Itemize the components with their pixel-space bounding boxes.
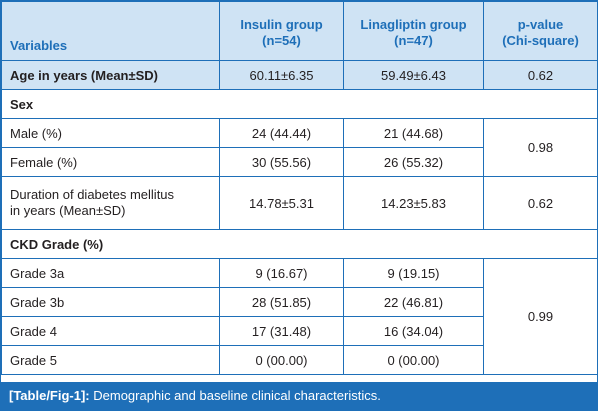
row-label-grade3b: Grade 3b [1,287,220,317]
table-row-grade3b: Grade 3b 28 (51.85) 22 (46.81) [1,287,598,317]
header-variables: Variables [1,1,220,61]
characteristics-table: Variables Insulin group (n=54) Linaglipt… [1,1,598,375]
cell-duration-insulin: 14.78±5.31 [219,176,344,230]
row-label-age: Age in years (Mean±SD) [1,60,220,90]
table-row-female: Female (%) 30 (55.56) 26 (55.32) [1,147,598,177]
cell-female-linagliptin: 26 (55.32) [343,147,484,177]
row-label-female: Female (%) [1,147,220,177]
header-insulin-n: (n=54) [262,33,301,48]
header-p-value: p-value (Chi-square) [483,1,598,61]
table-row-sex-header: Sex [1,89,598,119]
cell-grade4-insulin: 17 (31.48) [219,316,344,346]
cell-duration-p: 0.62 [483,176,598,230]
caption-ref: [Table/Fig-1]: [9,388,90,403]
table-row-grade5: Grade 5 0 (00.00) 0 (00.00) [1,345,598,375]
header-p-test: (Chi-square) [502,33,579,48]
cell-grade3a-linagliptin: 9 (19.15) [343,258,484,288]
cell-grade3b-insulin: 28 (51.85) [219,287,344,317]
cell-grade3b-linagliptin: 22 (46.81) [343,287,484,317]
cell-male-insulin: 24 (44.44) [219,118,344,148]
cell-age-insulin: 60.11±6.35 [219,60,344,90]
section-sex: Sex [1,89,598,119]
row-label-male: Male (%) [1,118,220,148]
row-label-grade5: Grade 5 [1,345,220,375]
header-insulin-title: Insulin group [240,17,323,32]
cell-age-linagliptin: 59.49±6.43 [343,60,484,90]
header-linagliptin-title: Linagliptin group [360,17,467,32]
cell-sex-p: 0.98 [483,118,598,177]
row-label-grade4: Grade 4 [1,316,220,346]
cell-ckd-p: 0.99 [483,258,598,375]
cell-age-p: 0.62 [483,60,598,90]
header-linagliptin-group: Linagliptin group (n=47) [343,1,484,61]
table-row-grade4: Grade 4 17 (31.48) 16 (34.04) [1,316,598,346]
table-row-grade3a: Grade 3a 9 (16.67) 9 (19.15) 0.99 [1,258,598,375]
row-label-duration: Duration of diabetes mellitus in years (… [1,176,220,230]
table-row-ckd-header: CKD Grade (%) [1,229,598,259]
cell-grade4-linagliptin: 16 (34.04) [343,316,484,346]
header-linagliptin-n: (n=47) [394,33,433,48]
header-insulin-group: Insulin group (n=54) [219,1,344,61]
cell-grade5-insulin: 0 (00.00) [219,345,344,375]
row-label-duration-line2: in years (Mean±SD) [10,203,126,218]
cell-grade5-linagliptin: 0 (00.00) [343,345,484,375]
cell-female-insulin: 30 (55.56) [219,147,344,177]
cell-male-linagliptin: 21 (44.68) [343,118,484,148]
cell-grade3a-insulin: 9 (16.67) [219,258,344,288]
row-label-duration-line1: Duration of diabetes mellitus [10,187,175,202]
header-row: Variables Insulin group (n=54) Linaglipt… [1,1,598,61]
section-ckd-grade: CKD Grade (%) [1,229,598,259]
header-p-title: p-value [517,17,564,32]
row-label-grade3a: Grade 3a [1,258,220,288]
table-row-duration: Duration of diabetes mellitus in years (… [1,176,598,230]
table-row-male: Male (%) 24 (44.44) 21 (44.68) 0.98 [1,118,598,177]
caption-text: Demographic and baseline clinical charac… [89,388,381,403]
cell-duration-linagliptin: 14.23±5.83 [343,176,484,230]
table-caption: [Table/Fig-1]: Demographic and baseline … [1,382,597,410]
table-row-age: Age in years (Mean±SD) 60.11±6.35 59.49±… [1,60,598,90]
